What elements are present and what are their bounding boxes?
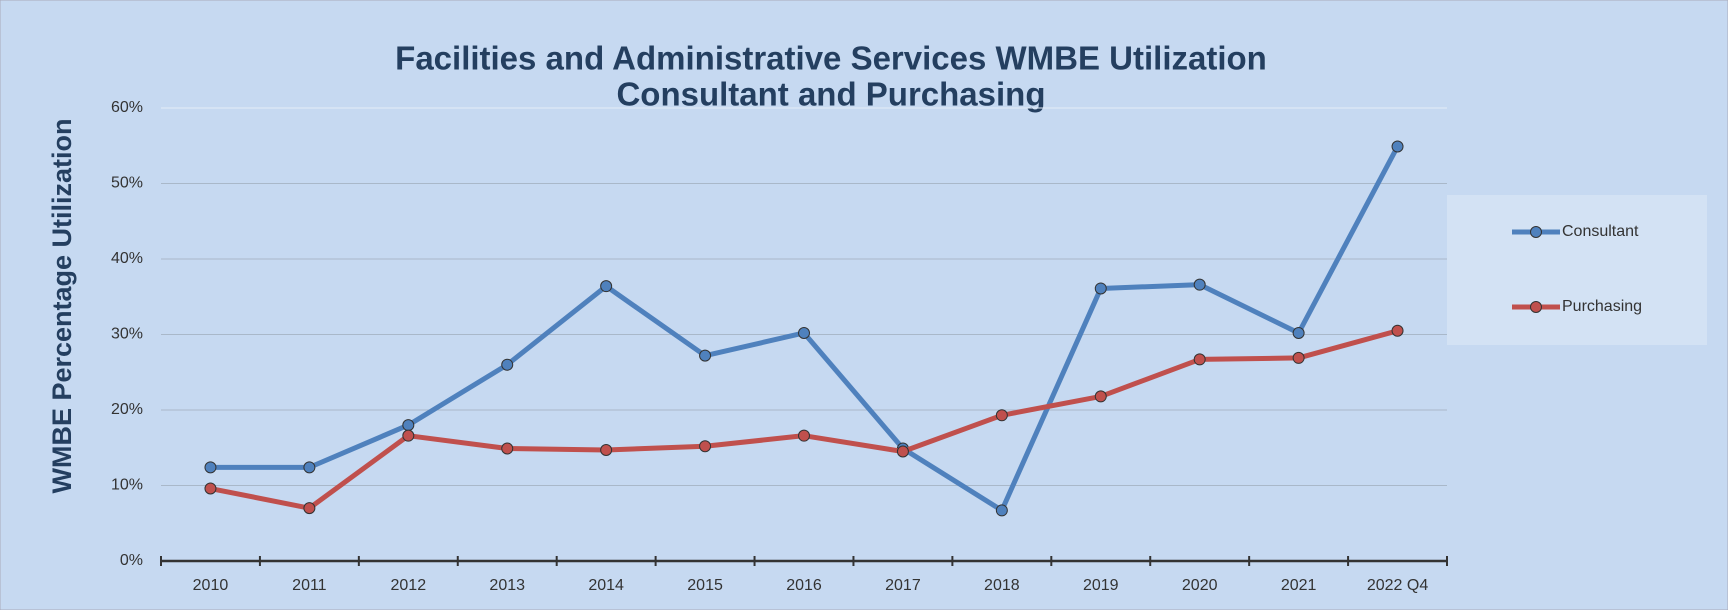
data-point	[1391, 324, 1404, 337]
legend-label: Consultant	[1562, 223, 1639, 240]
legend-label: Purchasing	[1562, 298, 1642, 315]
x-tick-label: 2015	[687, 577, 723, 594]
y-tick-label: 10%	[111, 477, 143, 494]
data-point	[1292, 351, 1305, 364]
y-tick-label: 50%	[111, 175, 143, 192]
data-point	[501, 358, 514, 371]
legend-marker	[1530, 226, 1542, 238]
data-point	[402, 429, 415, 442]
data-point	[501, 442, 514, 455]
data-point	[798, 429, 810, 442]
y-tick-label: 20%	[111, 401, 143, 418]
x-tick-label: 2012	[391, 577, 427, 594]
data-point	[1193, 353, 1206, 366]
data-point	[995, 409, 1008, 422]
x-tick-label: 2018	[984, 577, 1020, 594]
data-point	[1094, 282, 1107, 295]
x-tick-label: 2014	[588, 577, 624, 594]
legend-marker	[1530, 301, 1542, 313]
data-point	[204, 461, 217, 474]
chart-subtitle: Consultant and Purchasing	[616, 76, 1045, 113]
y-tick-label: 0%	[120, 552, 143, 569]
x-tick-label: 2020	[1182, 577, 1218, 594]
y-tick-label: 30%	[111, 326, 143, 343]
data-point	[699, 440, 712, 453]
data-point	[204, 482, 217, 495]
x-tick-label: 2016	[786, 577, 822, 594]
y-axis-label: WMBE Percentage Utilization	[47, 118, 77, 493]
chart-title: Facilities and Administrative Services W…	[395, 40, 1267, 77]
data-point	[1193, 278, 1206, 291]
data-point	[600, 280, 613, 293]
x-tick-label: 2017	[885, 577, 921, 594]
x-tick-label: 2011	[292, 577, 327, 594]
data-point	[1292, 326, 1305, 339]
data-point	[699, 349, 712, 362]
x-tick-label: 2022 Q4	[1367, 577, 1428, 594]
data-point	[798, 326, 810, 339]
y-tick-label: 40%	[111, 250, 143, 267]
y-tick-label: 60%	[111, 99, 143, 116]
data-point	[1391, 140, 1404, 153]
data-point	[1094, 390, 1107, 403]
x-tick-label: 2021	[1281, 577, 1317, 594]
data-point	[402, 419, 415, 432]
x-tick-label: 2019	[1083, 577, 1119, 594]
data-point	[303, 461, 316, 474]
data-point	[303, 502, 316, 515]
x-tick-label: 2013	[489, 577, 525, 594]
data-point	[896, 445, 909, 458]
data-point	[600, 444, 613, 457]
data-point	[995, 504, 1008, 517]
legend-box	[1447, 195, 1707, 345]
x-tick-label: 2010	[193, 577, 229, 594]
